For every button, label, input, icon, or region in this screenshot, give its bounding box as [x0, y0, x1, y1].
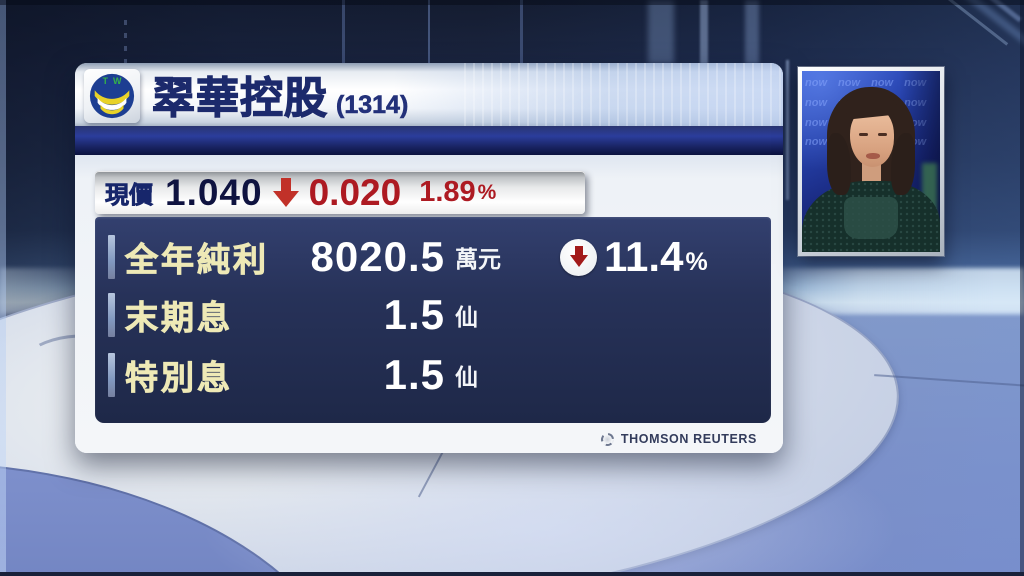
anchor-eye: [859, 133, 868, 136]
row-label: 末期息: [125, 299, 233, 337]
price-change-value: 0.020: [308, 171, 402, 213]
stock-info-card: TW 翠華控股 (1314) 現價 1.040 0.020 1.89 % 全年純…: [75, 63, 783, 453]
row-label: 全年純利: [125, 241, 269, 279]
row-value: 8020.5: [310, 233, 445, 280]
anchor-hair-side: [891, 133, 915, 195]
title-group: 翠華控股 (1314): [151, 64, 409, 126]
row-unit: 仙: [455, 304, 478, 330]
anchor-video-inset: now now now now now now now now now now …: [798, 67, 944, 256]
letterbox-top: [0, 0, 1024, 5]
price-label: 現價: [105, 182, 154, 210]
row-unit: 萬元: [455, 246, 501, 272]
row-accent-tick: [108, 293, 115, 337]
price-value: 1.040: [165, 171, 263, 213]
row-label: 特別息: [125, 359, 233, 397]
company-title: 翠華控股: [151, 74, 328, 123]
table-row-final-dividend: 末期息 1.5 仙: [108, 291, 761, 339]
price-change-percent: 1.89: [419, 176, 476, 208]
table-row-special-dividend: 特別息 1.5 仙: [108, 351, 761, 399]
header-divider-bar: [75, 126, 783, 155]
tsui-wah-logo: TW: [84, 69, 140, 123]
anchor-video: now now now now now now now now now now …: [802, 71, 940, 252]
percent-sign: %: [477, 180, 497, 204]
row-value: 1.5: [383, 291, 445, 338]
down-arrow-circle-icon: [560, 238, 597, 276]
tsui-wah-logo-icon: [89, 73, 135, 119]
thomson-reuters-orb-icon: [599, 430, 616, 448]
change-percent-value: 11.4: [604, 233, 684, 280]
table-row-net-profit: 全年純利 8020.5 萬元 11.4 %: [108, 233, 761, 281]
change-percent-sign: %: [685, 247, 708, 276]
row-accent-tick: [108, 353, 115, 397]
row-accent-tick: [108, 235, 115, 279]
card-header: TW 翠華控股 (1314): [75, 63, 783, 126]
row-unit: 仙: [455, 364, 478, 390]
brand-name: THOMSON REUTERS: [620, 432, 757, 446]
stock-code: (1314): [336, 90, 409, 119]
down-arrow-icon: [569, 246, 588, 268]
logo-letters: TW: [102, 76, 127, 86]
anchor-eye: [878, 133, 887, 136]
current-price-bar: 現價 1.040 0.020 1.89 %: [95, 171, 585, 214]
results-panel: 全年純利 8020.5 萬元 11.4 % 末期息 1.5 仙: [95, 217, 771, 423]
header-glow-wash: [393, 63, 783, 126]
card-body: 現價 1.040 0.020 1.89 % 全年純利 8020.5 萬元: [75, 155, 783, 453]
anchor-top-detail: [844, 197, 898, 239]
header-streaks: [464, 63, 783, 126]
down-arrow-icon: [272, 177, 299, 208]
row-change: 11.4 %: [560, 233, 708, 281]
data-provider-brand: THOMSON REUTERS: [599, 430, 757, 448]
anchor-torso: [802, 181, 940, 252]
letterbox-bottom: [0, 572, 1024, 576]
row-value: 1.5: [383, 351, 445, 398]
anchor-mouth: [866, 153, 880, 159]
